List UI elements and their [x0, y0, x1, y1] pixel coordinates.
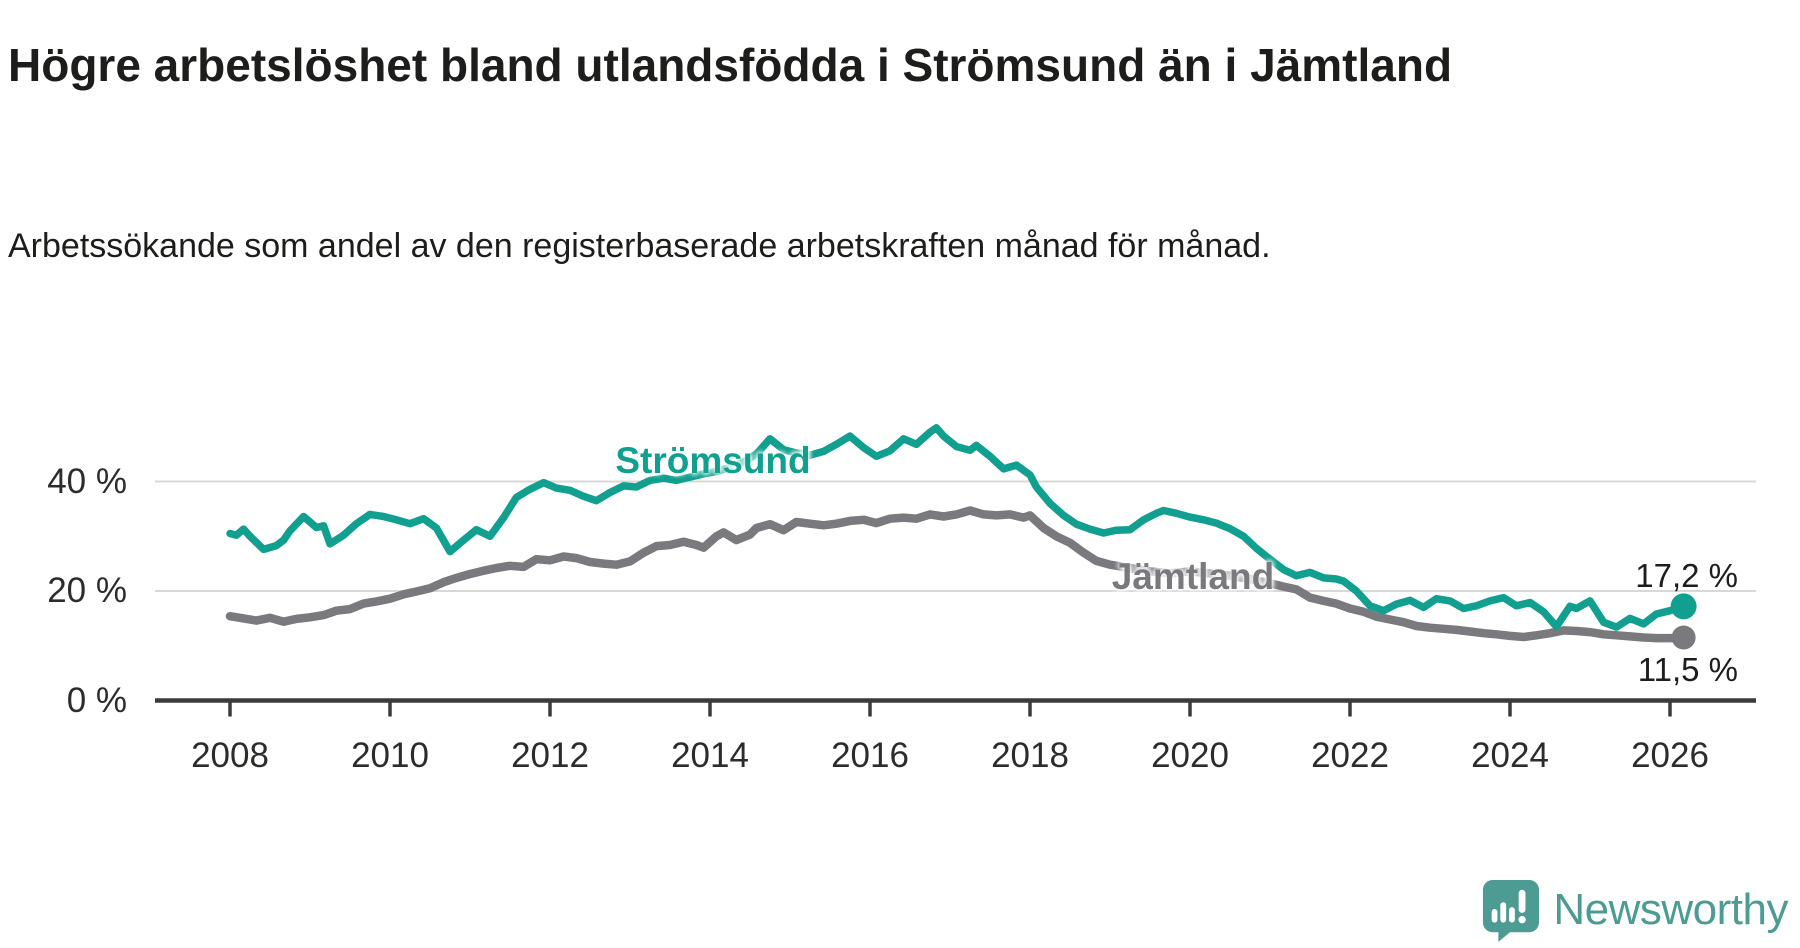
x-tick-label: 2022 — [1311, 736, 1389, 775]
series-line-jämtland — [225, 506, 1688, 643]
x-tick-label: 2026 — [1631, 736, 1709, 775]
series-end-dot-jämtland — [1671, 625, 1696, 650]
x-tick-label: 2020 — [1151, 736, 1229, 775]
series-label-jamtland: Jämtland — [1111, 556, 1275, 597]
series-end-dot-strömsund — [1670, 593, 1697, 620]
end-value-label-stromsund: 17,2 % — [1635, 557, 1738, 594]
x-tick-label: 2010 — [351, 736, 429, 775]
x-tick-label: 2016 — [831, 736, 909, 775]
series-label-stromsund: Strömsund — [615, 440, 811, 481]
x-tick-label: 2012 — [511, 736, 589, 775]
x-tick-label: 2014 — [671, 736, 749, 775]
y-tick-label: 0 % — [66, 680, 127, 720]
x-tick-label: 2024 — [1471, 736, 1549, 775]
y-tick-label: 40 % — [47, 461, 127, 501]
y-tick-label: 20 % — [47, 571, 127, 610]
chart-subtitle: Arbetssökande som andel av den registerb… — [8, 227, 1271, 265]
page-title: Högre arbetslöshet bland utlandsfödda i … — [8, 38, 1453, 91]
x-tick-label: 2008 — [191, 736, 269, 775]
x-tick-label: 2018 — [991, 736, 1069, 775]
series-line-strömsund — [226, 424, 1688, 631]
end-value-label-jamtland: 11,5 % — [1637, 651, 1738, 688]
newsworthy-logo[interactable]: Newsworthy — [1481, 878, 1788, 942]
newsworthy-logo-icon — [1481, 878, 1540, 942]
newsworthy-logo-text: Newsworthy — [1553, 885, 1788, 934]
